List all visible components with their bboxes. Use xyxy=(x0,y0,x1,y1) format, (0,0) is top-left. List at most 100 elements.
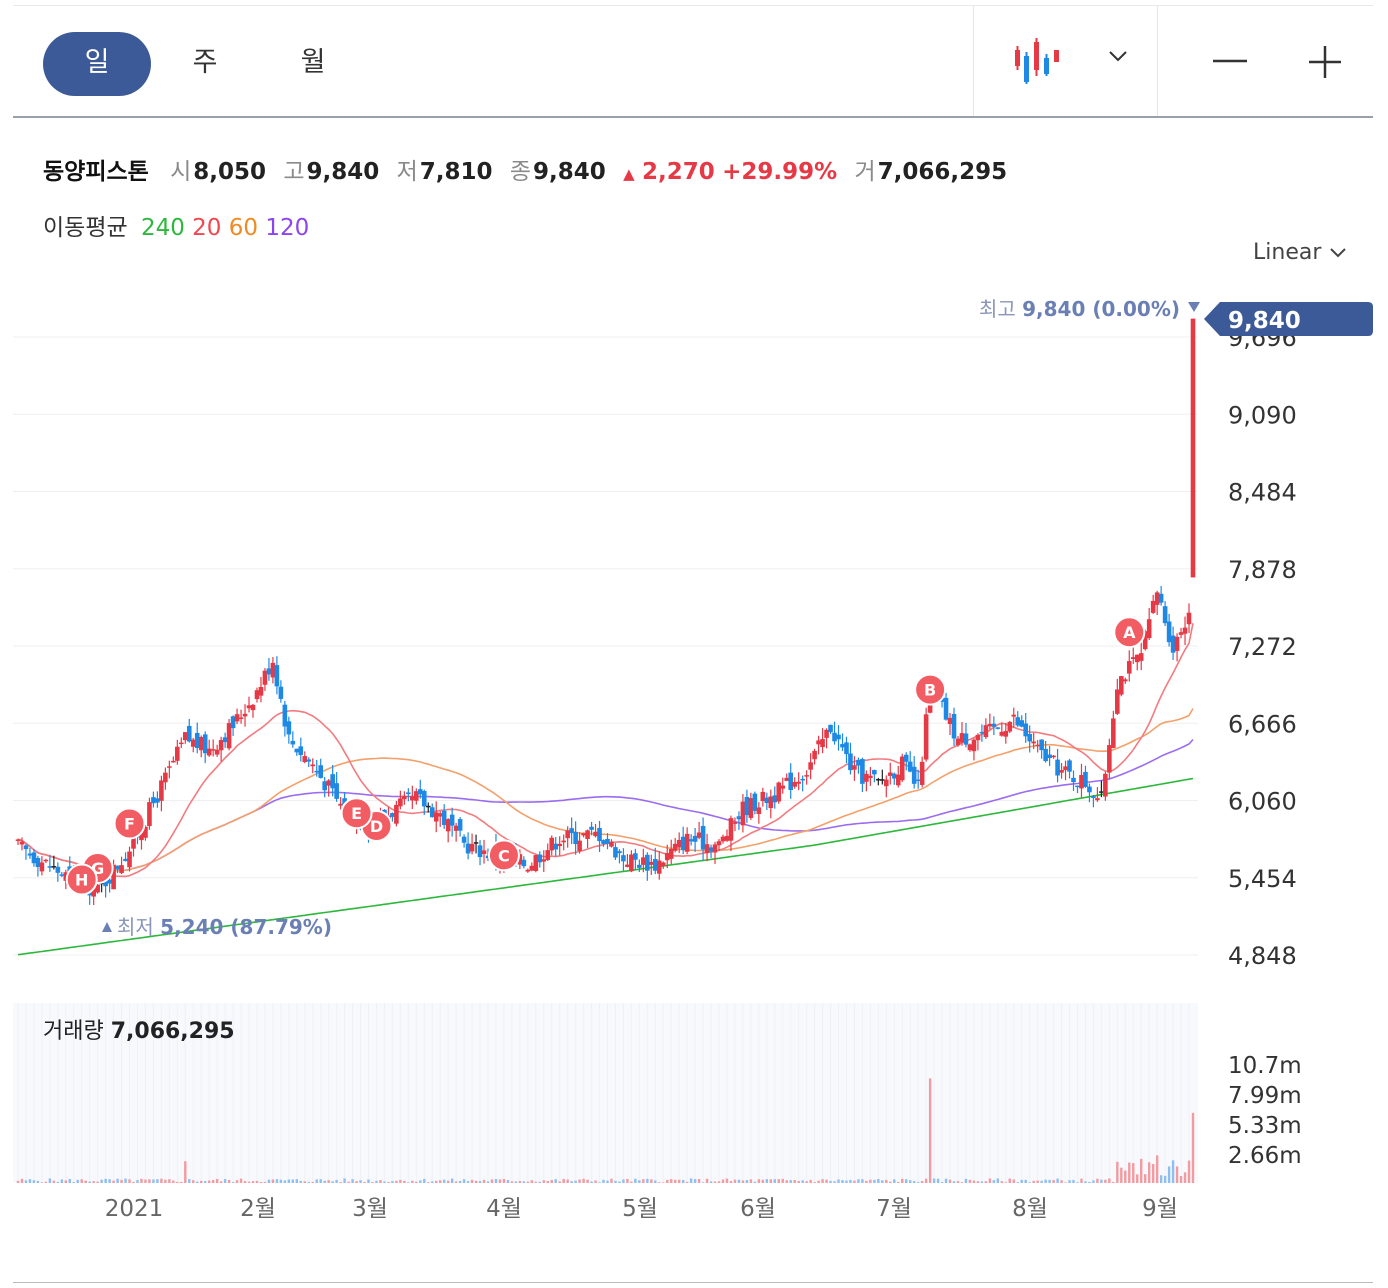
volume-bar xyxy=(773,1179,776,1183)
candle-body xyxy=(115,865,120,870)
candle xyxy=(326,779,331,797)
candle xyxy=(1190,318,1196,578)
candle xyxy=(720,834,726,844)
volume-bar xyxy=(1136,1174,1139,1183)
candle-body xyxy=(796,781,801,784)
volume-bar xyxy=(88,1181,91,1183)
candle-body xyxy=(1130,657,1136,660)
candle-body xyxy=(533,855,539,872)
candle-body xyxy=(111,864,116,890)
event-marker-circle xyxy=(65,863,98,896)
candle-body xyxy=(1158,593,1164,603)
volume-bar xyxy=(454,1181,458,1183)
volume-bar xyxy=(984,1181,988,1183)
candle xyxy=(414,788,419,805)
ma-20[interactable]: 20 xyxy=(192,215,222,241)
candle-body xyxy=(601,840,606,844)
candle xyxy=(919,756,925,788)
candle xyxy=(517,849,523,870)
volume-bar xyxy=(1028,1182,1031,1183)
tab-weekly[interactable]: 주 xyxy=(192,47,218,78)
candle xyxy=(525,868,531,873)
candle-body xyxy=(848,753,853,771)
volume-bar xyxy=(940,1182,944,1183)
chevron-down-icon[interactable] xyxy=(1107,48,1129,64)
candle-body xyxy=(565,830,570,839)
candle-body xyxy=(1138,653,1144,661)
ma-240[interactable]: 240 xyxy=(140,215,185,241)
volume-bar xyxy=(295,1179,299,1183)
volume-bar xyxy=(28,1179,32,1183)
ma-60[interactable]: 60 xyxy=(228,215,259,241)
candle xyxy=(668,839,674,865)
candle-body xyxy=(577,840,582,851)
volume-bar xyxy=(339,1182,342,1183)
x-tick-label: 3월 xyxy=(352,1196,388,1222)
candle-body xyxy=(1146,619,1152,639)
candle xyxy=(278,680,284,703)
candle xyxy=(880,769,885,785)
candle xyxy=(1174,633,1180,662)
candle xyxy=(1055,748,1060,783)
plus-icon[interactable] xyxy=(1307,44,1343,80)
candle xyxy=(672,837,678,853)
y-tick-label: 6,060 xyxy=(1228,788,1297,816)
event-marker-label: E xyxy=(351,804,362,823)
scale-selector[interactable]: Linear xyxy=(1253,240,1348,265)
volume-bar xyxy=(271,1179,275,1183)
volume-bar xyxy=(809,1179,812,1183)
volume-bar xyxy=(769,1179,772,1183)
volume-bar xyxy=(1132,1163,1135,1183)
candle xyxy=(1015,711,1021,728)
volume-bar xyxy=(956,1181,960,1183)
candle xyxy=(214,744,220,757)
candle-body xyxy=(234,714,240,722)
tab-daily[interactable]: 일 xyxy=(43,32,151,96)
ma120-line xyxy=(17,739,1194,872)
candle-body xyxy=(1099,791,1104,793)
candle xyxy=(633,848,638,870)
candle-body xyxy=(649,861,654,865)
candle xyxy=(254,687,260,703)
volume-bar xyxy=(263,1181,267,1183)
volume-bar xyxy=(753,1181,757,1183)
candle-body xyxy=(876,779,881,781)
volume-bar xyxy=(582,1178,585,1183)
volume-bar xyxy=(526,1181,530,1183)
volume-bar xyxy=(674,1179,677,1183)
volume-bar xyxy=(713,1181,717,1183)
candle-body xyxy=(15,839,21,841)
candle xyxy=(569,817,574,845)
volume-bar xyxy=(626,1178,629,1183)
volume-bar xyxy=(924,1178,928,1183)
candle-body xyxy=(1051,755,1056,758)
volume-bar xyxy=(821,1179,824,1183)
volume-bar xyxy=(335,1179,338,1183)
candle-body xyxy=(581,833,586,836)
volume-bar xyxy=(423,1178,426,1183)
volume-bar xyxy=(327,1180,330,1183)
candle-body xyxy=(1178,632,1184,635)
candlestick-icon[interactable] xyxy=(1013,36,1065,88)
tab-monthly[interactable]: 월 xyxy=(300,47,326,78)
candle-body xyxy=(19,841,25,845)
candle xyxy=(708,844,714,859)
candle-body xyxy=(425,805,431,808)
candle xyxy=(175,739,180,765)
candle-body xyxy=(688,839,694,842)
minus-icon[interactable] xyxy=(1211,46,1249,76)
candle-body xyxy=(262,670,268,685)
candle-body xyxy=(163,772,168,783)
candle-body xyxy=(979,731,985,734)
ma-120[interactable]: 120 xyxy=(265,215,310,241)
volume-bar xyxy=(996,1178,1000,1183)
candle xyxy=(545,843,551,862)
candle-body xyxy=(334,783,339,799)
candle xyxy=(549,835,555,856)
candle xyxy=(868,767,873,786)
volume-bar xyxy=(275,1179,279,1183)
volume-bar xyxy=(1048,1179,1051,1183)
candle xyxy=(230,715,236,736)
candle xyxy=(836,725,841,751)
